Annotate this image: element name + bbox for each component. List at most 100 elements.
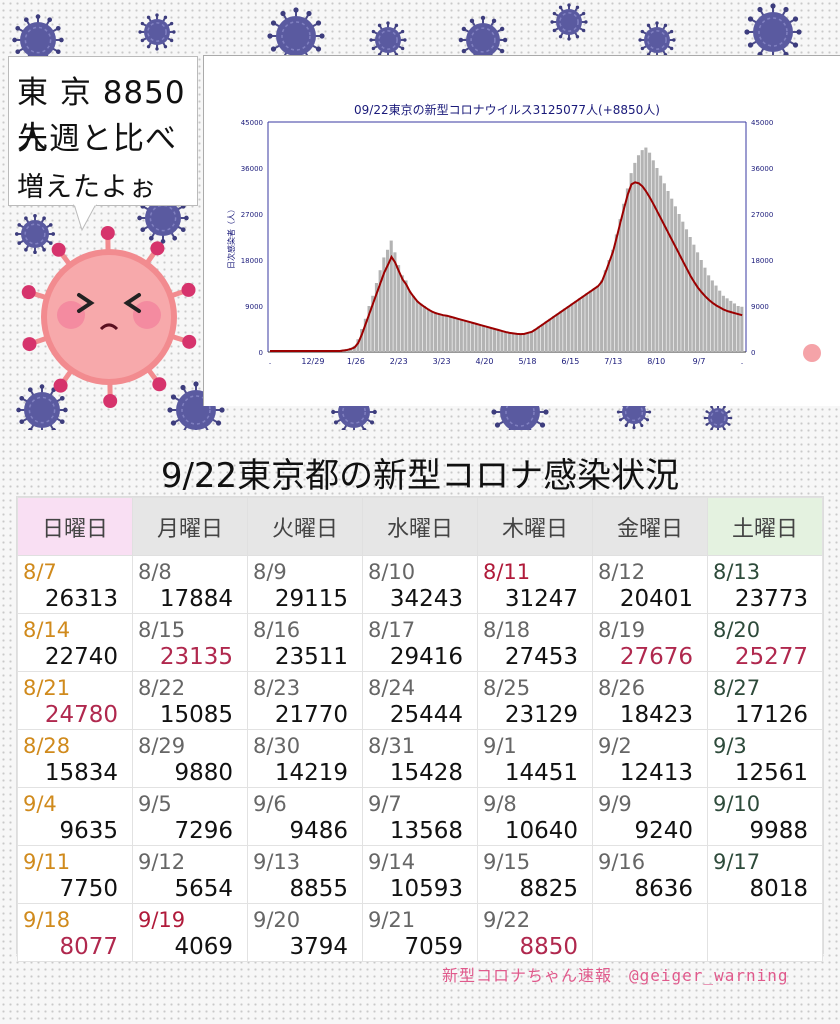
virus-icon xyxy=(137,192,189,244)
day-date: 8/26 xyxy=(598,676,646,700)
day-date: 8/27 xyxy=(713,676,761,700)
bar xyxy=(415,300,419,352)
day-count: 17126 xyxy=(734,702,808,728)
y-tick-label-right: 45000 xyxy=(751,119,773,127)
bar xyxy=(570,303,574,352)
day-date: 8/30 xyxy=(253,734,301,758)
day-date: 8/14 xyxy=(23,618,71,642)
bar xyxy=(430,311,434,352)
day-date: 8/22 xyxy=(138,676,186,700)
virus-icon xyxy=(744,3,802,61)
bar xyxy=(433,312,438,352)
bar xyxy=(548,318,552,352)
day-count: 27676 xyxy=(619,644,693,670)
day-date: 9/10 xyxy=(713,792,761,816)
day-cell: 8/17 29416 xyxy=(362,613,478,672)
day-cell: 8/21 24780 xyxy=(17,671,133,730)
bar xyxy=(537,326,541,352)
day-count: 31247 xyxy=(504,586,578,612)
bar xyxy=(611,249,615,352)
day-date: 9/4 xyxy=(23,792,57,816)
day-date: 9/20 xyxy=(253,908,301,932)
day-count: 29115 xyxy=(274,586,348,612)
day-cell: 9/19 4069 xyxy=(132,903,248,962)
moving-average-line xyxy=(270,181,743,352)
day-cell: 9/7 13568 xyxy=(362,787,478,846)
day-count: 25277 xyxy=(734,644,808,670)
bar xyxy=(426,308,430,352)
day-count: 12561 xyxy=(734,760,808,786)
day-cell: 9/8 10640 xyxy=(477,787,593,846)
day-count: 21770 xyxy=(274,702,348,728)
bar xyxy=(493,328,497,352)
bar xyxy=(544,321,548,352)
bar xyxy=(411,295,415,352)
day-cell: 8/13 23773 xyxy=(707,555,823,614)
day-count: 34243 xyxy=(389,586,463,612)
bar xyxy=(684,229,689,352)
x-tick-label: 8/10 xyxy=(647,357,665,366)
day-date: 9/18 xyxy=(23,908,71,932)
day-cell: 9/18 8077 xyxy=(17,903,133,962)
virus-decorations xyxy=(12,3,802,430)
day-count: 8850 xyxy=(519,934,578,960)
day-count: 8077 xyxy=(59,934,118,960)
bar xyxy=(363,318,367,352)
bar xyxy=(467,321,471,352)
bar xyxy=(378,270,382,352)
bar xyxy=(600,280,604,352)
x-tick-label: 6/15 xyxy=(561,357,579,366)
day-date: 9/3 xyxy=(713,734,747,758)
bar xyxy=(655,168,659,352)
bar xyxy=(356,339,360,352)
day-cell: 8/27 17126 xyxy=(707,671,823,730)
bar xyxy=(474,323,478,352)
day-date: 8/15 xyxy=(138,618,186,642)
day-cell: 9/22 8850 xyxy=(477,903,593,962)
day-cell: 9/4 9635 xyxy=(17,787,133,846)
day-cell: 9/20 3794 xyxy=(247,903,363,962)
bar xyxy=(445,315,449,352)
bar xyxy=(681,221,685,352)
week-row: 8/21 24780 8/22 15085 8/23 21770 8/24 25444 8/25… xyxy=(17,671,823,730)
day-count: 24780 xyxy=(44,702,118,728)
day-date: 8/20 xyxy=(713,618,761,642)
day-count: 23511 xyxy=(274,644,348,670)
day-count: 13568 xyxy=(389,818,463,844)
y-tick-label-left: 9000 xyxy=(245,303,263,311)
day-count: 7059 xyxy=(404,934,463,960)
bar xyxy=(707,275,711,352)
bar xyxy=(603,270,607,352)
bar xyxy=(736,306,740,352)
day-cell: 8/15 23135 xyxy=(132,613,248,672)
bar xyxy=(585,293,589,352)
weekday-header: 金曜日 xyxy=(592,497,708,556)
bar xyxy=(566,306,570,352)
bar xyxy=(577,298,581,352)
x-tick-label: 4/20 xyxy=(476,357,494,366)
bar xyxy=(688,237,692,352)
bar xyxy=(710,280,714,352)
day-count: 14219 xyxy=(274,760,348,786)
bar xyxy=(529,331,534,352)
day-cell: 8/28 15834 xyxy=(17,729,133,788)
virus-icon xyxy=(138,13,176,51)
bar xyxy=(563,308,567,352)
day-count: 29416 xyxy=(389,644,463,670)
day-date: 8/23 xyxy=(253,676,301,700)
day-date: 8/29 xyxy=(138,734,186,758)
bar xyxy=(555,313,559,352)
bar xyxy=(448,316,452,352)
bar xyxy=(511,333,515,352)
day-count: 9988 xyxy=(749,818,808,844)
day-date: 8/28 xyxy=(23,734,71,758)
bar xyxy=(662,183,666,352)
bar xyxy=(371,295,375,352)
bar xyxy=(504,331,508,352)
day-count: 7296 xyxy=(174,818,233,844)
week-row: 9/18 8077 9/19 4069 9/20 3794 9/21 7059 9/22 8850 xyxy=(17,903,823,962)
bubble-line-1: 東 京 8850人 xyxy=(17,75,186,156)
bar xyxy=(640,150,644,352)
day-cell: 8/11 31247 xyxy=(477,555,593,614)
y-tick-label-left: 0 xyxy=(259,349,263,357)
